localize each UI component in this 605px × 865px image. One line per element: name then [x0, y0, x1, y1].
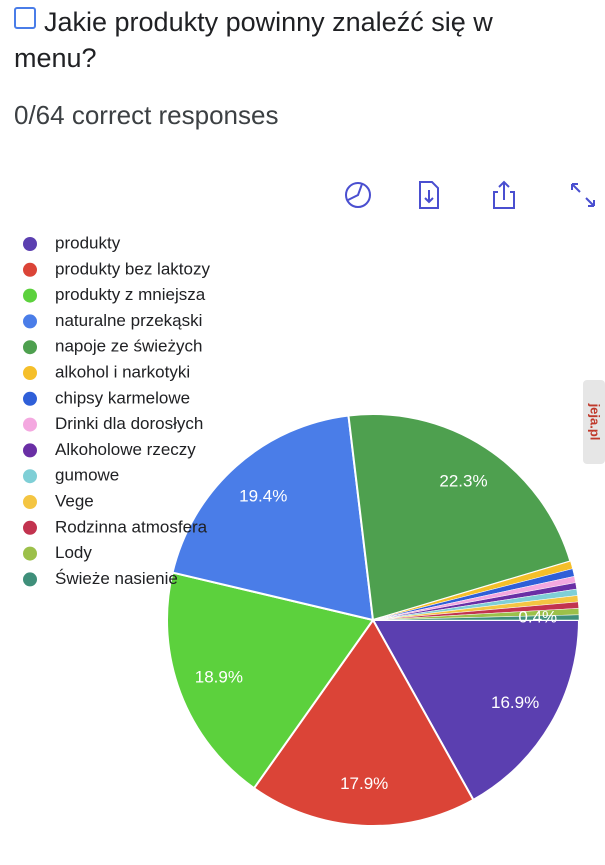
legend-label: Drinki dla dorosłych	[55, 414, 203, 433]
chart-icon[interactable]	[345, 182, 371, 208]
legend-swatch	[23, 417, 37, 432]
legend-swatch	[23, 288, 37, 303]
legend-swatch	[23, 572, 37, 587]
legend-label: gumowe	[55, 466, 119, 485]
slice-label: 22.3%	[439, 472, 487, 491]
slice-label: 19.4%	[239, 487, 287, 506]
share-icon[interactable]	[493, 180, 515, 209]
legend-swatch	[23, 391, 37, 406]
question-text: Jakie produkty powinny znaleźć się w men…	[14, 7, 493, 73]
legend-swatch	[23, 520, 37, 535]
legend-label: Lody	[55, 543, 92, 562]
legend-swatch	[23, 314, 37, 329]
pie-slice	[166, 571, 375, 790]
legend-label: naturalne przekąski	[55, 311, 202, 330]
pie-slice	[372, 614, 580, 621]
slice-label: 0.4%	[518, 607, 557, 626]
expand-icon[interactable]	[571, 183, 595, 207]
legend-label: Vege	[55, 491, 94, 510]
legend-swatch	[23, 237, 37, 251]
legend-label: produkty bez laktozy	[55, 259, 210, 278]
slice-label: 16.9%	[491, 693, 539, 712]
toolbar	[345, 180, 595, 209]
legend-swatch	[23, 340, 37, 355]
watermark-tab	[583, 380, 605, 464]
legend-label: produkty z mniejsza	[55, 285, 206, 304]
legend-label: napoje ze świeżych	[55, 337, 202, 356]
legend-label: produkty	[55, 233, 121, 252]
legend-label: Świeże nasienie	[55, 569, 178, 588]
download-icon[interactable]	[419, 181, 439, 209]
legend-swatch	[23, 546, 37, 561]
legend-label: chipsy karmelowe	[55, 388, 190, 407]
checkbox-icon	[14, 7, 36, 29]
legend-swatch	[23, 469, 37, 484]
slice-label: 17.9%	[340, 774, 388, 793]
legend-swatch	[23, 443, 37, 458]
score: 0/64 correct responses	[14, 100, 279, 130]
pie-slice	[371, 619, 581, 802]
pie-slice	[252, 618, 475, 827]
chart-icon-detail	[347, 183, 363, 201]
legend-swatch	[23, 495, 37, 509]
legend-swatch	[23, 262, 37, 277]
legend-swatch	[23, 366, 37, 380]
slice-label: 18.9%	[195, 668, 243, 687]
pie-slice	[347, 413, 572, 622]
watermark: jeja.pl	[588, 403, 603, 441]
pie-slice	[171, 414, 375, 622]
question-title: Jakie produkty powinny znaleźć się w men…	[14, 4, 554, 76]
legend-label: alkohol i narkotyki	[55, 362, 190, 381]
legend-label: Rodzinna atmosfera	[55, 517, 208, 536]
legend-label: Alkoholowe rzeczy	[55, 440, 196, 459]
